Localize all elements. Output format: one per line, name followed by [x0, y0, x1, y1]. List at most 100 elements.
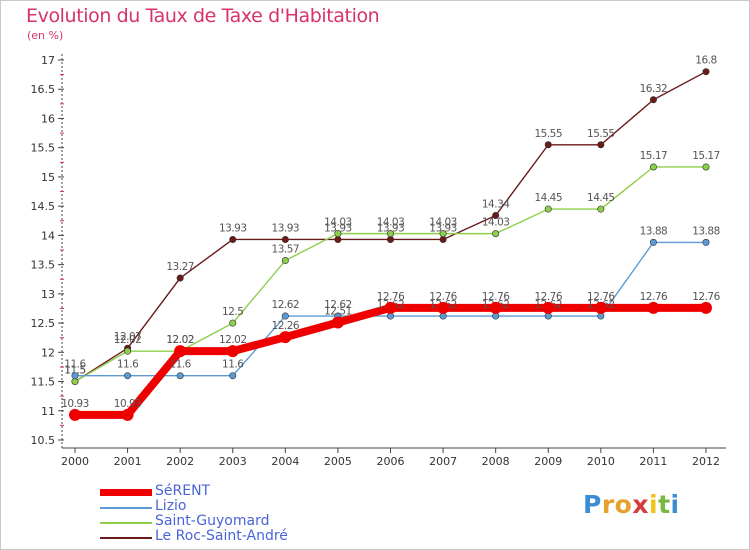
data-point [71, 378, 79, 386]
x-tick-label: 2004 [271, 455, 299, 468]
data-point [439, 230, 447, 238]
y-tick-label: 15.5 [31, 142, 56, 155]
y-tick-label: 13 [41, 288, 55, 301]
data-point [649, 96, 657, 104]
data-point [226, 345, 239, 358]
data-point [176, 274, 184, 282]
data-point [489, 301, 502, 314]
logo-letter: t [658, 490, 671, 519]
logo-letter: i [670, 490, 680, 519]
data-label: 11.5 [64, 365, 85, 377]
data-label: 10.93 [114, 398, 142, 410]
data-label: 13.93 [377, 222, 405, 234]
data-label: 12.51 [324, 305, 352, 317]
data-label: 13.88 [692, 225, 720, 237]
data-point [174, 345, 187, 358]
legend-label: Le Roc-Saint-André [155, 528, 288, 544]
data-label: 11.5 [64, 365, 85, 377]
data-label: 11.6 [117, 359, 139, 371]
x-tick-label: 2012 [692, 455, 720, 468]
x-tick-label: 2006 [377, 455, 405, 468]
data-label: 15.55 [587, 128, 615, 140]
legend-swatch [100, 507, 152, 509]
x-tick-label: 2008 [482, 455, 510, 468]
chart-title: Evolution du Taux de Taxe d'Habitation [26, 5, 380, 27]
y-tick-label: 11.5 [31, 376, 56, 389]
logo-letter: i [649, 490, 659, 519]
logo-letter: P [583, 490, 602, 519]
x-tick-label: 2009 [534, 455, 562, 468]
data-point [649, 238, 657, 246]
legend-label: Saint-Guyomard [155, 513, 270, 529]
data-label: 12.76 [640, 291, 668, 303]
data-point [597, 205, 605, 213]
data-point [439, 235, 447, 243]
data-label: 14.03 [377, 217, 405, 229]
y-tick-label: 17 [41, 54, 55, 67]
data-label: 12.76 [429, 291, 457, 303]
data-label: 12.76 [587, 291, 615, 303]
legend-swatch [100, 489, 152, 496]
data-point [597, 141, 605, 149]
data-point [492, 212, 500, 220]
data-point [647, 301, 660, 314]
data-point [281, 312, 289, 320]
data-point [229, 372, 237, 380]
data-point [334, 230, 342, 238]
data-label: 16.32 [640, 83, 668, 95]
chart-unit: (en %) [27, 29, 64, 42]
data-label: 13.93 [324, 222, 352, 234]
x-tick-label: 2003 [219, 455, 247, 468]
data-point [384, 301, 397, 314]
data-point [544, 141, 552, 149]
legend-swatch [100, 522, 152, 524]
y-tick-label: 15 [41, 171, 55, 184]
data-label: 12.26 [272, 320, 300, 332]
data-label: 13.93 [429, 222, 457, 234]
data-label: 12.02 [114, 334, 142, 346]
logo-letter: r [601, 490, 615, 519]
data-label: 12.5 [222, 306, 243, 318]
logo-letter: x [632, 490, 649, 519]
data-point [71, 372, 79, 380]
data-label: 12.76 [482, 291, 510, 303]
y-tick-label: 11 [41, 405, 55, 418]
data-label: 15.17 [640, 150, 668, 162]
data-label: 10.93 [61, 398, 89, 410]
y-tick-label: 16.5 [31, 83, 56, 96]
x-tick-label: 2002 [166, 455, 194, 468]
data-point [229, 319, 237, 327]
data-label: 14.03 [324, 217, 352, 229]
data-point [594, 301, 607, 314]
y-tick-label: 10.5 [31, 434, 56, 447]
legend-swatch [100, 537, 152, 539]
data-label: 13.93 [219, 222, 247, 234]
data-label: 15.55 [534, 128, 562, 140]
data-point [331, 316, 344, 329]
data-label: 13.88 [640, 225, 668, 237]
data-label: 12.76 [534, 291, 562, 303]
x-tick-label: 2010 [587, 455, 615, 468]
y-tick-label: 16 [41, 112, 55, 125]
data-label: 14.03 [429, 217, 457, 229]
data-label: 11.6 [169, 359, 191, 371]
data-point [702, 238, 710, 246]
legend-label: Lizio [155, 498, 187, 514]
data-point [229, 235, 237, 243]
x-tick-label: 2000 [61, 455, 89, 468]
data-point [69, 408, 81, 421]
x-tick-label: 2005 [324, 455, 352, 468]
y-tick-label: 14.5 [31, 200, 56, 213]
y-tick-label: 14 [41, 229, 55, 242]
logo-letter: o [614, 490, 633, 519]
data-label: 12.76 [692, 291, 720, 303]
y-tick-label: 13.5 [31, 259, 56, 272]
data-point [702, 68, 710, 76]
data-point [124, 372, 132, 380]
data-point [386, 230, 394, 238]
data-label: 13.93 [272, 222, 300, 234]
data-point [334, 235, 342, 243]
data-label: 14.34 [482, 199, 510, 211]
